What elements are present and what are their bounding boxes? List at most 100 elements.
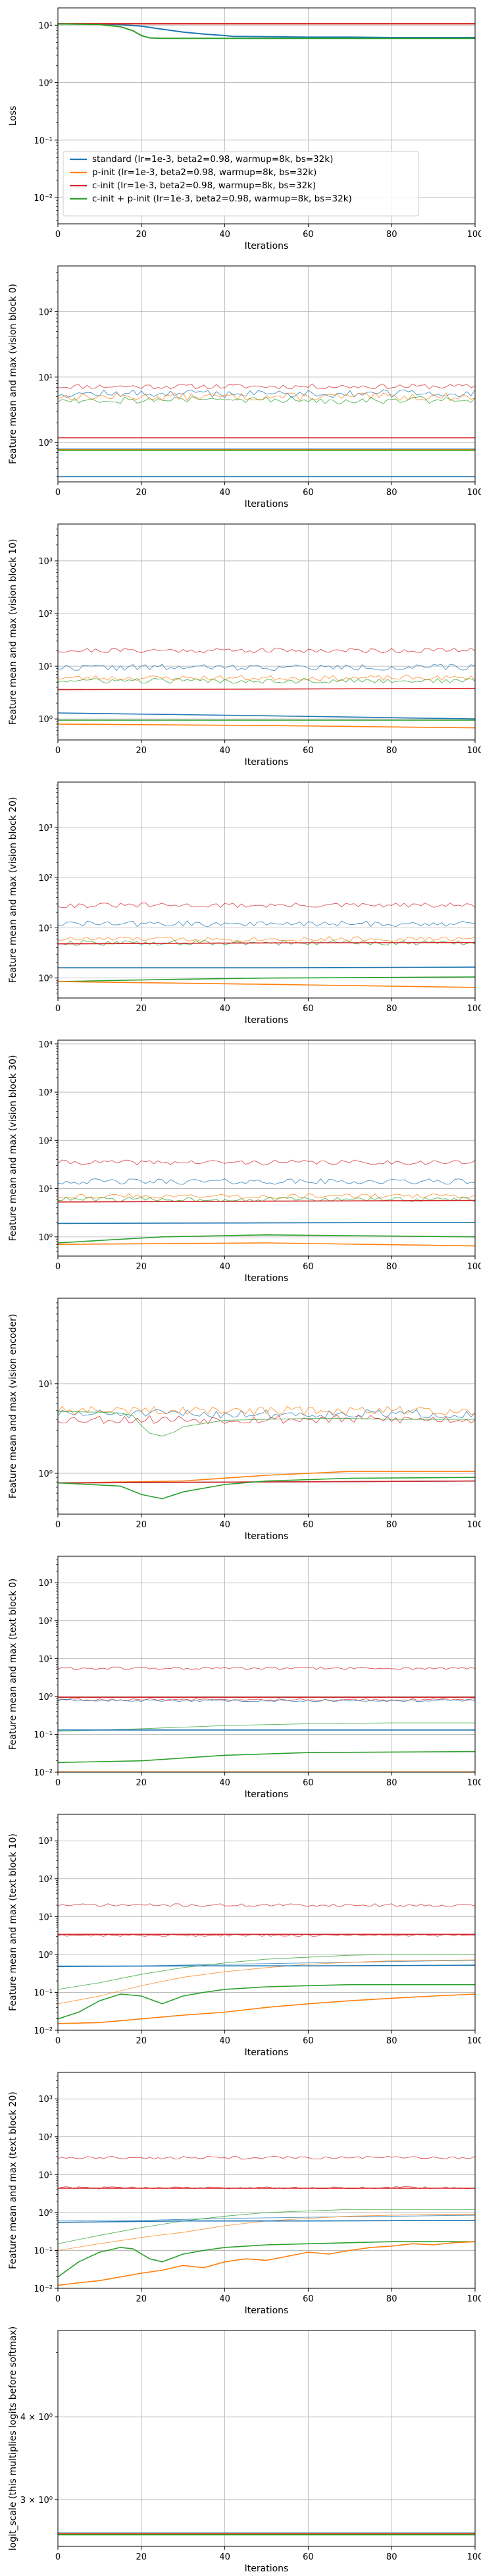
y-tick-label: 10² [38,1875,53,1885]
y-tick-label: 10¹ [38,2170,53,2180]
x-tick-label: 20 [136,488,147,498]
x-tick-label: 20 [136,230,147,240]
x-tick-label: 60 [303,2552,314,2562]
series-line-c-p_init [58,1411,475,1436]
series-line-c-init [58,1480,475,1484]
x-tick-label: 80 [386,1520,397,1530]
legend-label: p-init (lr=1e-3, beta2=0.98, warmup=8k, … [92,167,316,178]
series-line-standard [58,1409,475,1419]
legend-label: c-init (lr=1e-3, beta2=0.98, warmup=8k, … [92,180,316,191]
x-tick-label: 0 [55,746,61,756]
plot-frame [57,781,476,999]
y-tick-label: 10⁻² [34,2284,53,2294]
series-line-standard [58,1178,475,1185]
y-tick-label: 10⁻² [34,194,53,203]
series-line-c-init [58,903,475,908]
x-tick-label: 20 [136,2036,147,2046]
plot-frame [57,523,476,741]
y-tick-label: 10⁰ [38,438,53,448]
x-tick-label: 20 [136,1778,147,1788]
x-tick-label: 100 [467,1778,481,1788]
x-tick-label: 100 [467,488,481,498]
x-tick-label: 40 [219,2552,230,2562]
legend-label: c-init + p-init (lr=1e-3, beta2=0.98, wa… [92,194,352,204]
panel-4: 0 20 40 60 80 100 10³ 10² 10¹ 10⁰ Iterations Featur… [8,781,481,1026]
panel-6: 0 20 40 60 80 100 10¹ 10⁰ Iterations Feature mean… [8,1298,481,1542]
series-line-standard [58,664,475,671]
x-tick-label: 100 [467,230,481,240]
x-tick-label: 80 [386,1778,397,1788]
y-tick-label: 10¹ [38,21,53,31]
series-lines [58,1406,475,1500]
y-tick-label: 10² [38,1617,53,1627]
y-axis-label: logit_scale (this multiplies logits befo… [8,2326,18,2550]
y-tick-label: 10⁰ [38,79,53,89]
series-line-c-init [58,1199,475,1203]
series-line-c-init [58,2155,475,2160]
plot-frame [57,265,476,483]
series-line-c-init [58,1698,475,1701]
series-line-c-init [58,941,475,945]
x-tick-label: 100 [467,2552,481,2562]
series-line-standard [58,1964,475,1967]
x-tick-label: 40 [219,1004,230,1014]
x-tick-label: 40 [219,1778,230,1788]
y-tick-label: 10⁻² [34,1768,53,1778]
series-line-p-init [58,723,475,729]
series-line-p-init [58,1242,475,1247]
y-axis-label: Feature mean and max (text block 0) [8,1579,18,1750]
series-line-p-init [58,1959,475,2005]
plot-frame [57,2072,476,2289]
x-tick-label: 0 [55,2294,61,2304]
y-tick-label: 10⁻¹ [34,2246,53,2256]
series-line-standard [58,966,475,968]
panel-1: 0 20 40 60 80 100 10¹ 10⁰ 10⁻¹ 10⁻² Iterations Loss… [8,7,481,251]
y-tick-label: 10² [38,610,53,619]
y-tick-label: 10⁻¹ [34,1988,53,1998]
panel-7: 0 20 40 60 80 100 10³ 10² 10¹ 10⁰ 10⁻¹ 10⁻² Iteratio… [8,1556,481,1800]
plot-frame [57,1556,476,1773]
x-tick-label: 20 [136,2552,147,2562]
series-line-standard [58,2220,475,2223]
x-tick-label: 40 [219,2036,230,2046]
x-tick-label: 60 [303,1004,314,1014]
x-tick-label: 60 [303,746,314,756]
x-axis-label: Iterations [245,757,289,768]
series-line-p-init [58,1406,475,1416]
y-axis-label: Feature mean and max (vision encoder) [8,1314,18,1498]
y-tick-label: 3 × 10⁰ [20,2496,53,2506]
series-lines [58,1159,475,1247]
series-line-p-init [58,392,475,402]
x-tick-label: 60 [303,2036,314,2046]
series-line-standard [58,712,475,720]
x-tick-label: 80 [386,746,397,756]
x-tick-label: 80 [386,230,397,240]
x-tick-label: 80 [386,2294,397,2304]
y-tick-label: 10⁰ [38,1951,53,1960]
y-tick-label: 10² [38,1136,53,1146]
y-tick-label: 10⁰ [38,1693,53,1702]
x-axis-label: Iterations [245,2047,289,2058]
y-axis-label: Loss [8,106,18,126]
x-axis-label: Iterations [245,2305,289,2316]
series-lines [58,1666,475,1772]
x-tick-label: 0 [55,1262,61,1272]
series-line-c-init [58,1903,475,1907]
plot-frame [57,1814,476,2031]
series-line-c-p_init [58,1984,475,2020]
series-line-p-init [58,1471,475,1484]
series-line-c-init [58,383,475,390]
x-tick-label: 60 [303,2294,314,2304]
y-tick-label: 10⁻² [34,2026,53,2036]
panel-2: 0 20 40 60 80 100 10² 10¹ 10⁰ Iterations Feature m… [8,265,481,510]
x-tick-label: 100 [467,1004,481,1014]
plot-frame [57,7,476,224]
panel-5: 0 20 40 60 80 100 10⁴ 10³ 10² 10¹ 10⁰ Iterations Fea… [8,1039,481,1284]
y-axis-label: Feature mean and max (text block 20) [8,2091,18,2269]
legend: standard (lr=1e-3, beta2=0.98, warmup=8k… [63,151,419,217]
y-tick-label: 10¹ [38,1912,53,1922]
series-lines [58,2155,475,2286]
series-line-standard [58,920,475,928]
y-tick-label: 10⁰ [38,715,53,725]
plot-frame [57,2330,476,2547]
